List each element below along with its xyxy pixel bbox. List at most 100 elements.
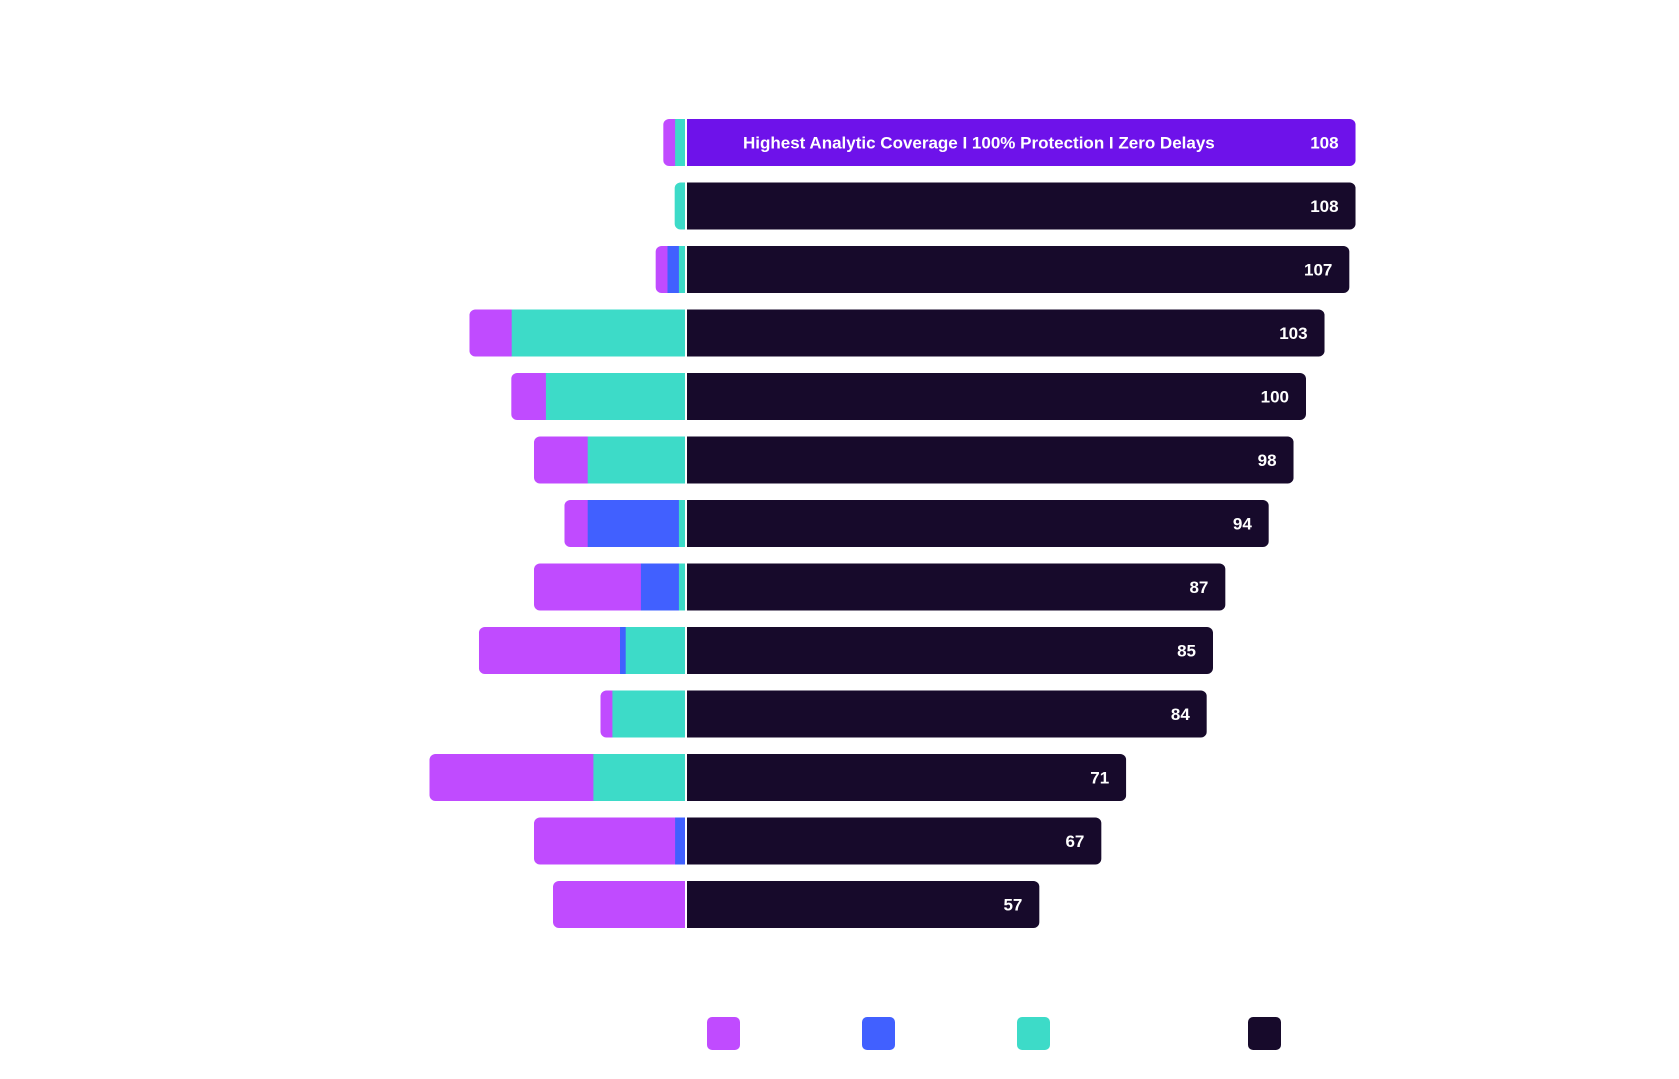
center-divider	[685, 881, 687, 928]
right-bar-group	[686, 881, 1040, 928]
segment-teal	[592, 754, 687, 801]
total-bar	[686, 627, 1213, 674]
value-label: 84	[1171, 705, 1190, 724]
highlight-label: Highest Analytic Coverage I 100% Protect…	[743, 134, 1215, 153]
total-bar	[686, 690, 1207, 738]
segment-teal	[674, 182, 687, 230]
center-divider	[685, 246, 687, 293]
center-divider	[685, 563, 687, 611]
right-bar-group	[686, 373, 1306, 420]
value-label: 57	[1003, 896, 1022, 915]
value-label: 103	[1279, 324, 1307, 343]
center-divider	[685, 436, 687, 484]
total-bar	[686, 119, 1356, 166]
total-bar	[686, 246, 1350, 293]
segment-blue	[674, 817, 687, 865]
segment-teal	[678, 563, 687, 611]
left-segments	[534, 563, 687, 611]
segment-teal	[678, 246, 687, 293]
value-label: 71	[1090, 769, 1109, 788]
bar-row: 57	[553, 881, 1040, 928]
center-divider	[685, 309, 687, 357]
segment-magenta	[469, 309, 512, 357]
left-segments	[511, 373, 687, 420]
bars-group: 108 Highest Analytic Coverage I 100% Prot…	[429, 119, 1356, 928]
value-label: 108	[1310, 197, 1338, 216]
total-bar	[686, 754, 1127, 801]
segment-blue	[587, 500, 679, 547]
bar-row: 84	[600, 690, 1207, 738]
center-divider	[685, 373, 687, 420]
bar-row: 98	[534, 436, 1294, 484]
total-bar	[686, 436, 1294, 484]
right-bar-group	[686, 246, 1350, 293]
value-label: 94	[1233, 515, 1252, 534]
value-label: 85	[1177, 642, 1196, 661]
bar-row: 103	[469, 309, 1325, 357]
bar-row: 94	[564, 500, 1269, 547]
segment-teal	[587, 436, 687, 484]
total-bar	[686, 563, 1226, 611]
value-label: 67	[1065, 832, 1084, 851]
bar-row: 85	[478, 627, 1213, 674]
right-bar-group	[686, 500, 1269, 547]
segment-teal	[674, 119, 687, 166]
legend-swatch	[1017, 1017, 1050, 1050]
segment-blue	[667, 246, 679, 293]
segment-magenta	[511, 373, 546, 420]
left-segments	[564, 500, 687, 547]
right-bar-group	[686, 436, 1294, 484]
segment-blue	[619, 627, 626, 674]
center-divider	[685, 754, 687, 801]
right-bar-group	[686, 563, 1226, 611]
right-bar-group	[686, 182, 1356, 230]
total-bar	[686, 373, 1306, 420]
value-label: 98	[1258, 451, 1277, 470]
value-label: 87	[1189, 578, 1208, 597]
value-label: 108	[1310, 134, 1338, 153]
left-segments	[600, 690, 687, 738]
left-segments	[655, 246, 687, 293]
bar-row: 71	[429, 754, 1127, 801]
center-divider	[685, 627, 687, 674]
total-bar	[686, 182, 1356, 230]
bar-row: 100	[511, 373, 1306, 420]
left-segments	[534, 817, 687, 865]
bar-row: 108	[674, 182, 1356, 230]
segment-magenta	[478, 627, 620, 674]
bar-row: 87	[534, 563, 1226, 611]
segment-magenta	[534, 563, 641, 611]
segment-teal	[545, 373, 687, 420]
total-bar	[686, 881, 1040, 928]
left-segments	[674, 182, 687, 230]
segment-magenta	[534, 436, 588, 484]
total-bar	[686, 500, 1269, 547]
value-label: 100	[1261, 388, 1289, 407]
segment-magenta	[564, 500, 588, 547]
right-bar-group	[686, 627, 1213, 674]
right-bar-group	[686, 309, 1325, 357]
segment-teal	[511, 309, 687, 357]
value-label: 107	[1304, 261, 1332, 280]
left-segments	[534, 436, 687, 484]
total-bar	[686, 817, 1102, 865]
left-segments	[663, 119, 687, 166]
bar-row: 107	[655, 246, 1350, 293]
center-divider	[685, 182, 687, 230]
center-divider	[685, 690, 687, 738]
segment-magenta	[663, 119, 676, 166]
legend	[707, 1017, 1281, 1050]
right-bar-group	[686, 690, 1207, 738]
left-segments	[469, 309, 687, 357]
left-segments	[478, 627, 687, 674]
segment-magenta	[655, 246, 668, 293]
segment-magenta	[534, 817, 676, 865]
right-bar-group	[686, 817, 1102, 865]
legend-swatch	[707, 1017, 740, 1050]
legend-swatch	[862, 1017, 895, 1050]
center-divider	[685, 817, 687, 865]
segment-teal	[678, 500, 687, 547]
segment-magenta	[429, 754, 594, 801]
left-segments	[429, 754, 687, 801]
